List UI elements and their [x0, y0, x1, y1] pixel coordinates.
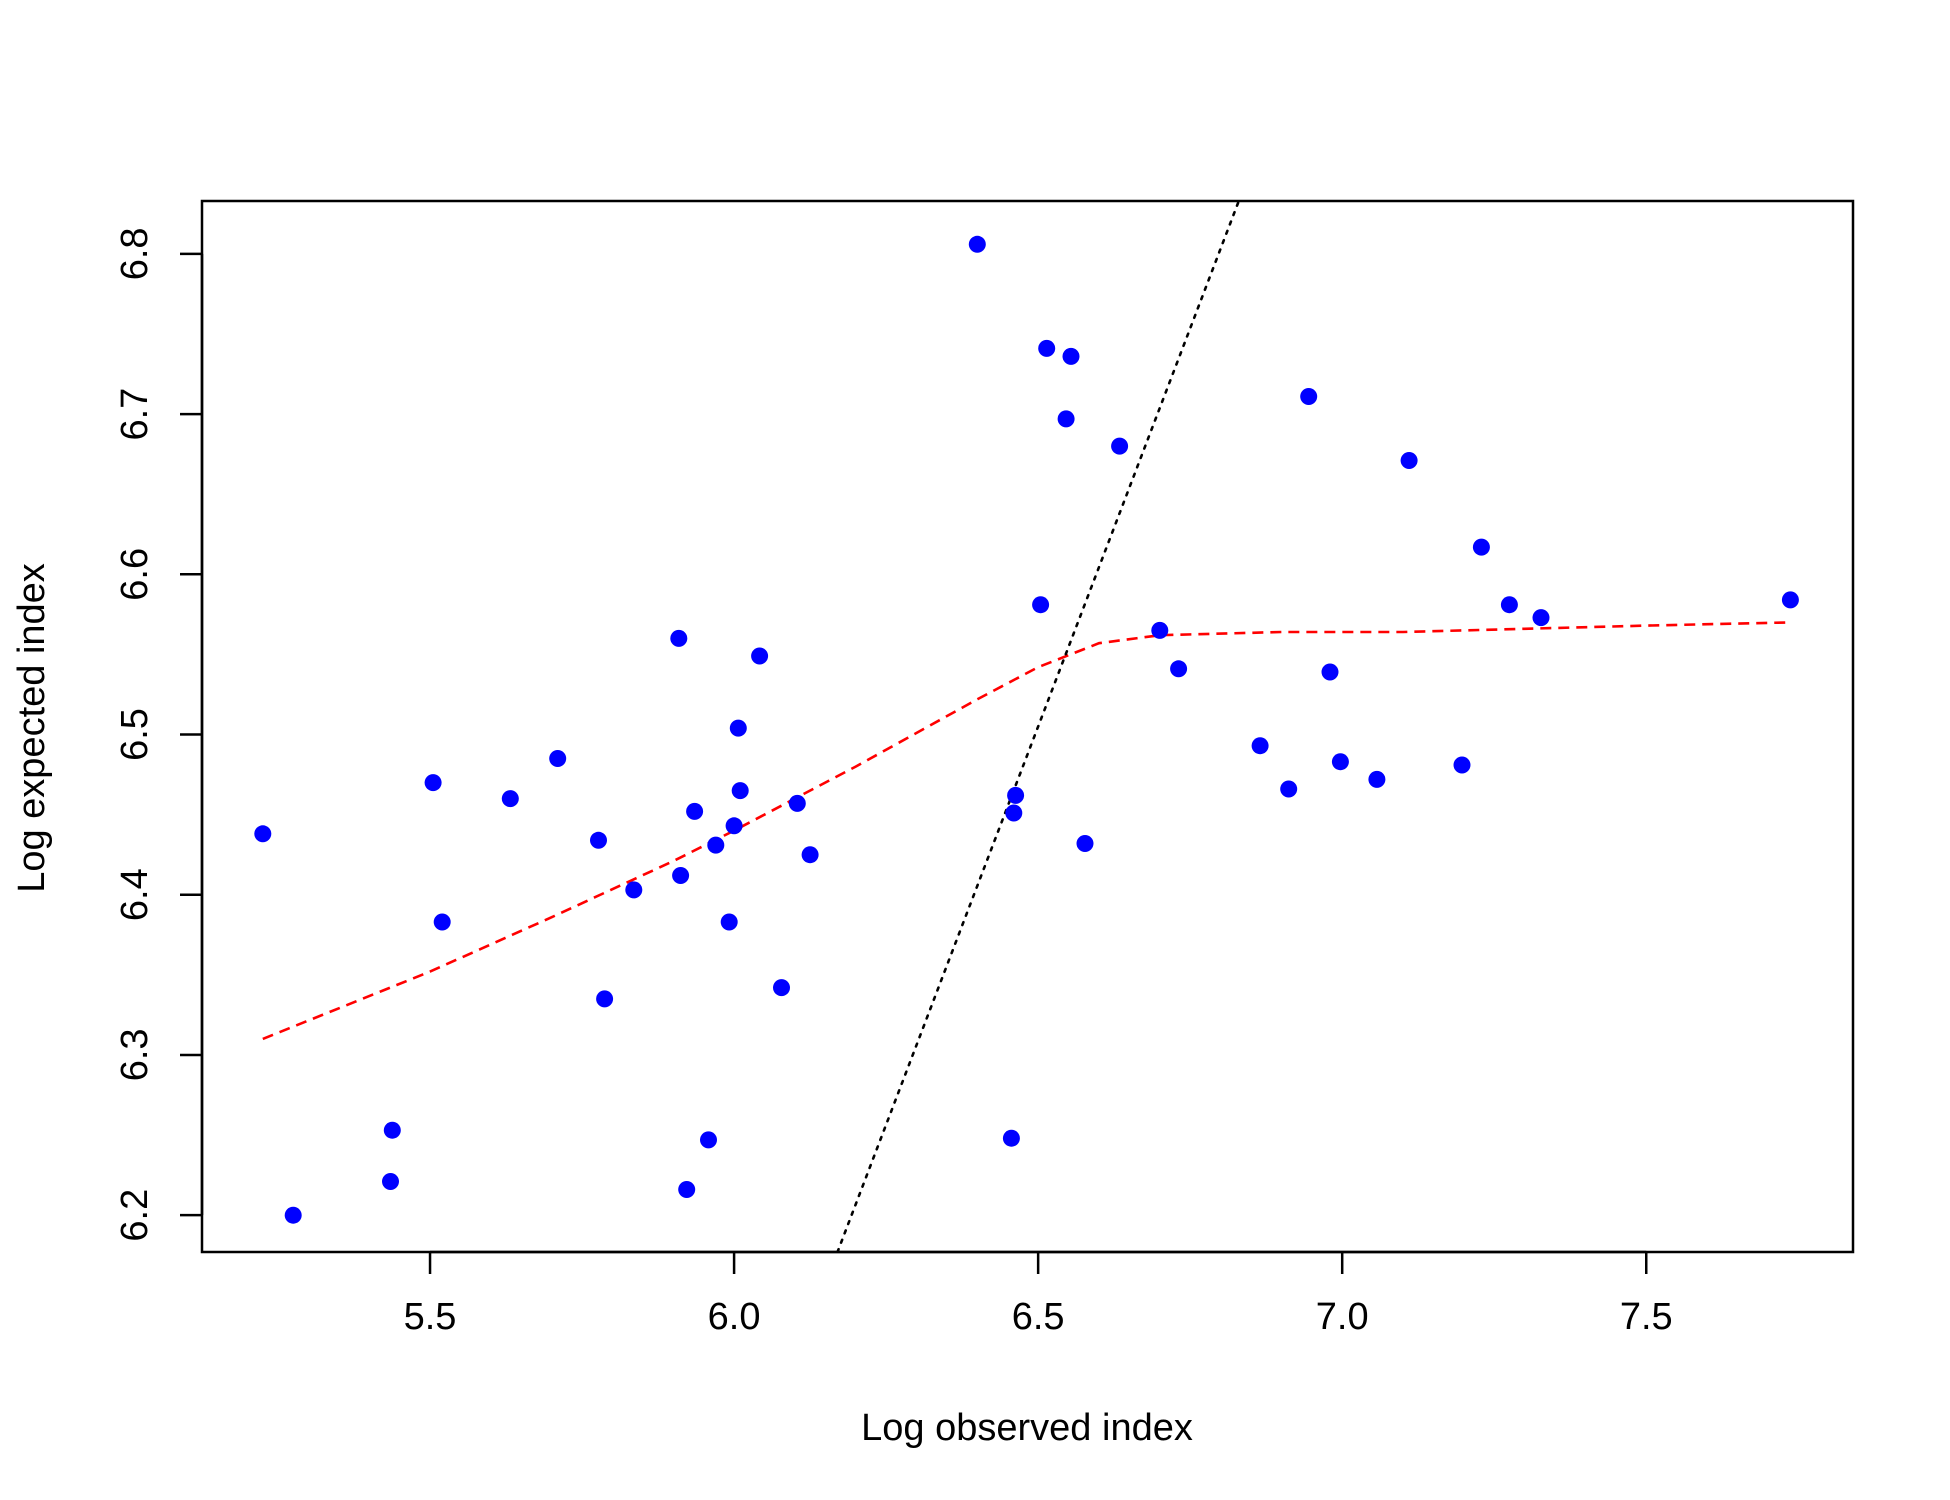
data-point — [1300, 388, 1318, 405]
plot-frame — [200, 199, 1855, 1254]
data-point — [1005, 804, 1023, 822]
y-tick-label: 6.4 — [114, 868, 156, 921]
data-point — [678, 1181, 696, 1198]
x-axis: 5.5 6.0 6.5 7.0 7.5 — [404, 1250, 1673, 1338]
data-point — [686, 802, 704, 820]
data-point — [788, 794, 806, 812]
data-point — [596, 990, 614, 1008]
data-point — [1057, 410, 1075, 428]
data-point — [1532, 609, 1550, 627]
data-point — [1038, 339, 1056, 357]
y-axis-label: Log expected index — [11, 563, 53, 893]
y-axis: 6.2 6.3 6.4 6.5 6.6 6.7 6.8 — [114, 227, 204, 1242]
data-point — [1170, 660, 1188, 678]
data-point — [773, 979, 790, 997]
data-point — [751, 647, 769, 665]
data-point — [1331, 753, 1349, 771]
data-point — [729, 719, 747, 737]
x-tick-label: 6.0 — [708, 1296, 761, 1338]
data-point — [1321, 663, 1339, 681]
data-point — [1076, 835, 1094, 852]
data-point — [1151, 621, 1169, 639]
data-point — [707, 836, 725, 854]
data-point — [424, 774, 442, 792]
data-point — [1007, 786, 1025, 804]
data-point — [1400, 452, 1418, 469]
data-point — [1368, 770, 1386, 788]
data-point — [720, 913, 738, 931]
data-point — [1111, 437, 1129, 455]
data-point — [700, 1131, 717, 1149]
data-point — [1032, 596, 1050, 614]
y-tick-label: 6.3 — [114, 1028, 156, 1081]
x-axis-label: Log observed index — [861, 1407, 1193, 1449]
identity-reference-line — [836, 201, 1241, 1252]
data-point — [801, 846, 819, 864]
data-point — [549, 750, 567, 767]
data-point — [731, 782, 749, 800]
data-point — [1500, 596, 1518, 614]
data-point — [1251, 737, 1269, 755]
data-point — [1453, 756, 1471, 774]
points-layer — [254, 235, 1799, 1224]
x-tick-label: 5.5 — [404, 1296, 457, 1338]
y-tick-label: 6.7 — [114, 388, 156, 441]
y-tick-label: 6.8 — [114, 227, 156, 280]
data-point — [590, 831, 607, 849]
lines-layer — [262, 201, 1791, 1252]
y-tick-label: 6.2 — [114, 1189, 156, 1242]
y-tick-label: 6.6 — [114, 548, 156, 601]
data-point — [383, 1121, 401, 1139]
data-point — [254, 825, 272, 843]
data-point — [1062, 347, 1080, 365]
data-point — [501, 790, 519, 808]
data-point — [1002, 1129, 1020, 1147]
data-point — [1472, 538, 1490, 556]
data-point — [625, 881, 643, 899]
data-point — [382, 1173, 399, 1190]
y-tick-label: 6.5 — [114, 708, 156, 761]
x-tick-label: 7.5 — [1620, 1296, 1673, 1338]
data-point — [725, 817, 743, 835]
data-point — [1280, 780, 1298, 798]
smooth-curve-line — [262, 621, 1791, 1041]
data-point — [968, 235, 986, 253]
x-tick-label: 7.0 — [1316, 1296, 1369, 1338]
data-point — [670, 629, 688, 647]
data-point — [672, 867, 690, 884]
data-point — [284, 1206, 302, 1224]
x-tick-label: 6.5 — [1012, 1296, 1065, 1338]
data-point — [433, 913, 451, 931]
data-point — [1781, 591, 1799, 609]
